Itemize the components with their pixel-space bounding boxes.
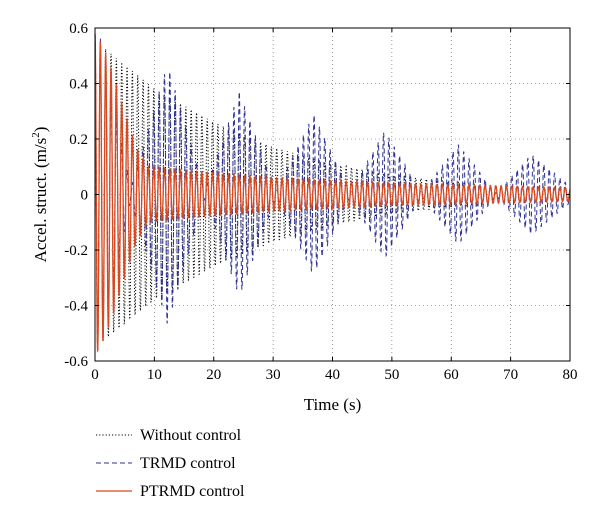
y-tick-label: -0.6: [64, 354, 88, 370]
legend-item-without-control: Without control: [96, 427, 242, 444]
x-tick-label: 50: [384, 367, 399, 383]
x-tick-label: 80: [563, 367, 578, 383]
tick-labels: 0 10 20 30 40 50 60 70 80 -0.6 -0.4 -0.2 0 0.2 0.4 0.6: [64, 21, 577, 383]
x-tick-label: 30: [266, 367, 281, 383]
series-line-ptrmd-control: [94, 33, 571, 353]
x-tick-label: 70: [503, 367, 518, 383]
x-axis-title: Time (s): [304, 395, 361, 414]
x-tick-label: 20: [206, 367, 221, 383]
y-tick-label: 0.6: [69, 21, 88, 37]
legend-label-trmd-control: TRMD control: [140, 455, 236, 472]
legend-item-ptrmd-control: PTRMD control: [96, 483, 245, 500]
y-axis-title-main: Accel. struct. (m/s: [31, 138, 50, 263]
legend: Without control TRMD control PTRMD contr…: [96, 427, 245, 500]
x-tick-label: 40: [325, 367, 340, 383]
y-axis-title-close: ): [31, 127, 50, 133]
x-tick-label: 0: [91, 367, 99, 383]
x-tick-label: 10: [147, 367, 162, 383]
y-tick-label: -0.2: [64, 243, 88, 259]
legend-label-without-control: Without control: [140, 427, 242, 444]
y-tick-label: 0.2: [69, 132, 88, 148]
legend-label-ptrmd-control: PTRMD control: [140, 483, 245, 500]
series-group: [94, 33, 571, 354]
tick-marks: [94, 27, 571, 362]
series-line-trmd-control: [94, 33, 571, 354]
y-tick-label: 0.4: [69, 77, 88, 93]
y-tick-label: 0: [81, 188, 89, 204]
legend-item-trmd-control: TRMD control: [96, 455, 236, 472]
x-tick-label: 60: [444, 367, 459, 383]
y-axis-title: Accel. struct. (m/s2): [30, 127, 50, 263]
y-axis-title-superscript: 2: [30, 132, 42, 138]
y-tick-label: -0.4: [64, 299, 88, 315]
